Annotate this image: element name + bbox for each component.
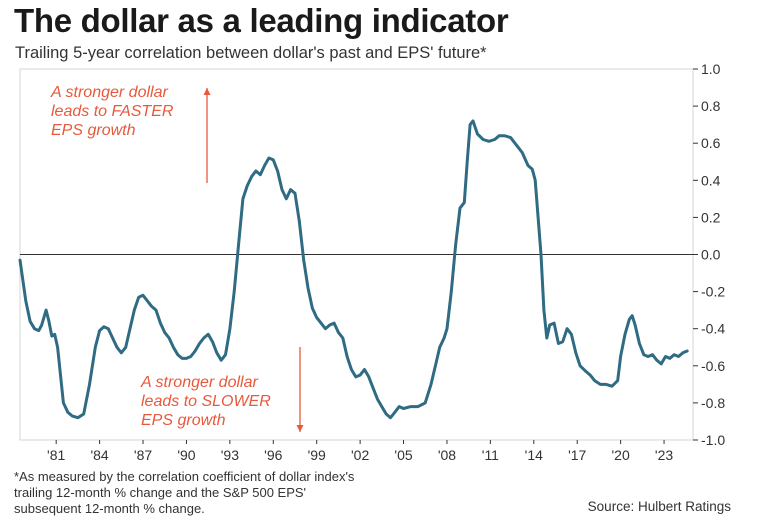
y-tick-label: 0.4 [701,172,721,188]
annotation-text: A stronger dollar [50,84,168,101]
annotation-text: A stronger dollar [140,374,258,391]
arrowhead-up-icon [203,88,211,95]
x-tick-label: '81 [47,447,65,463]
chart-area: 1.0 0.8 0.6 0.4 0.2 0.0 -0.2 -0.4 -0.6 -0.8 -1.0 '8… [18,61,725,463]
source-credit: Source: Hulbert Ratings [587,499,731,514]
chart-subtitle: Trailing 5-year correlation between doll… [15,44,487,62]
y-tick-label: 1.0 [701,61,721,77]
y-tick-label: 0.8 [701,98,721,114]
annotation-text: leads to FASTER [51,103,174,120]
x-tick-label: '05 [394,447,412,463]
y-tick-label: 0.6 [701,135,721,151]
y-tick-label: -0.6 [701,358,725,374]
x-tick-label: '23 [655,447,673,463]
x-tick-label: '93 [221,447,239,463]
y-tick-label: -1.0 [701,432,725,448]
x-tick-label: '17 [568,447,586,463]
chart-title: The dollar as a leading indicator [14,2,509,39]
series-line [18,119,689,420]
x-tick-label: '87 [134,447,152,463]
y-tick-label: 0.2 [701,209,721,225]
x-tick-label: '20 [612,447,630,463]
arrowhead-down-icon [296,425,304,432]
annotation-text: leads to SLOWER [141,393,271,410]
x-tick-label: '08 [438,447,456,463]
x-tick-label: '90 [177,447,195,463]
y-tick-label: -0.2 [701,284,725,300]
x-tick-label: '99 [308,447,326,463]
x-tick-label: '11 [482,447,499,463]
y-tick-label: -0.4 [701,321,725,337]
annotation-text: EPS growth [51,122,136,139]
footnote: *As measured by the correlation coeffici… [14,469,355,516]
y-tick-label: -0.8 [701,395,725,411]
annotation-text: EPS growth [141,412,226,429]
y-tick-label: 0.0 [701,247,721,263]
x-tick-label: '14 [525,447,543,463]
x-tick-label: '84 [90,447,108,463]
x-tick-label: '02 [351,447,369,463]
x-tick-label: '96 [264,447,282,463]
